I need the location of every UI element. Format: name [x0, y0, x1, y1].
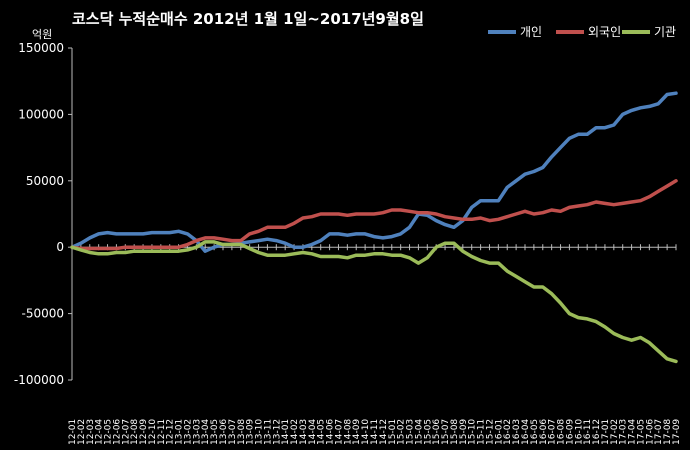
x-tick-label: 14-03: [299, 419, 309, 445]
x-tick-label: 12-06: [112, 419, 122, 445]
y-tick-label: 150000: [18, 41, 64, 55]
x-tick-label: 17-08: [663, 419, 673, 445]
series-layer: [70, 91, 678, 364]
y-tick-label: 0: [56, 240, 64, 254]
x-tick-label: 17-03: [619, 419, 629, 445]
x-tick-label: 16-09: [565, 419, 575, 445]
x-tick-label: 17-07: [654, 419, 664, 445]
x-tick-label: 16-08: [557, 419, 567, 445]
x-tick-label: 17-06: [645, 419, 655, 445]
x-tick-label: 15-10: [468, 419, 478, 445]
x-tick-label: 13-05: [210, 419, 220, 445]
x-tick-label: 17-09: [672, 419, 682, 445]
x-tick-label: 14-01: [281, 419, 291, 445]
x-tick-label: 12-12: [166, 419, 176, 445]
x-tick-label: 15-04: [414, 419, 424, 445]
y-unit-label: 억원: [32, 28, 52, 41]
x-tick-label: 12-11: [157, 419, 167, 445]
x-tick-label: 12-03: [86, 419, 96, 445]
x-tick-label: 16-11: [583, 419, 593, 445]
x-tick-label: 16-12: [592, 419, 602, 445]
x-tick-label: 15-03: [406, 419, 416, 445]
x-tick-label: 12-10: [148, 419, 158, 445]
x-tick-label: 15-05: [423, 419, 433, 445]
x-tick-label: 17-02: [610, 419, 620, 445]
x-tick-label: 14-08: [343, 419, 353, 445]
x-tick-label: 13-10: [255, 419, 265, 445]
x-tick-label: 14-10: [361, 419, 371, 445]
legend-label: 외국인: [588, 25, 621, 39]
x-tick-label: 12-07: [121, 419, 131, 445]
x-tick-label: 15-06: [432, 419, 442, 445]
x-tick-label: 13-08: [237, 419, 247, 445]
chart-title: 코스닥 누적순매수 2012년 1월 1일~2017년9월8일: [72, 10, 424, 28]
x-tick-label: 13-09: [246, 419, 256, 445]
x-tick-label: 17-05: [636, 419, 646, 445]
axes: 150000100000500000-50000-10000012-0112-0…: [14, 41, 682, 445]
x-tick-label: 13-11: [263, 419, 273, 445]
x-tick-label: 15-11: [477, 419, 487, 445]
x-tick-label: 14-09: [352, 419, 362, 445]
x-tick-label: 14-04: [308, 419, 318, 445]
y-tick-label: 50000: [26, 174, 64, 188]
x-tick-label: 15-08: [450, 419, 460, 445]
x-tick-label: 12-01: [68, 419, 78, 445]
x-tick-label: 16-07: [548, 419, 558, 445]
x-tick-label: 15-07: [441, 419, 451, 445]
x-tick-label: 12-09: [139, 419, 149, 445]
x-tick-label: 12-02: [77, 419, 87, 445]
x-tick-label: 13-03: [192, 419, 202, 445]
x-tick-label: 14-02: [290, 419, 300, 445]
x-tick-label: 13-12: [272, 419, 282, 445]
y-tick-label: -50000: [21, 307, 64, 321]
x-tick-label: 15-12: [485, 419, 495, 445]
series-line: [70, 240, 678, 364]
legend: 개인 외국인 기관: [488, 25, 676, 39]
x-tick-label: 16-05: [530, 419, 540, 445]
x-tick-label: 15-01: [388, 419, 398, 445]
x-tick-label: 15-09: [459, 419, 469, 445]
x-tick-label: 16-01: [494, 419, 504, 445]
x-tick-label: 16-03: [512, 419, 522, 445]
x-tick-label: 14-12: [379, 419, 389, 445]
x-tick-label: 12-05: [104, 419, 114, 445]
x-tick-label: 16-04: [521, 419, 531, 445]
x-tick-label: 12-08: [130, 419, 140, 445]
x-tick-label: 17-04: [628, 419, 638, 445]
x-tick-label: 13-02: [183, 419, 193, 445]
x-tick-label: 13-01: [175, 419, 185, 445]
x-tick-label: 13-06: [219, 419, 229, 445]
y-tick-label: 100000: [18, 107, 64, 121]
x-tick-label: 13-07: [228, 419, 238, 445]
x-tick-label: 17-01: [601, 419, 611, 445]
x-tick-label: 14-06: [326, 419, 336, 445]
series-line: [70, 91, 678, 253]
series-line: [70, 179, 678, 251]
x-tick-label: 16-10: [574, 419, 584, 445]
legend-label: 기관: [654, 25, 676, 39]
x-tick-label: 14-05: [317, 419, 327, 445]
x-tick-label: 16-02: [503, 419, 513, 445]
x-tick-label: 13-04: [201, 419, 211, 445]
x-tick-label: 14-07: [334, 419, 344, 445]
legend-label: 개인: [520, 25, 542, 39]
x-tick-label: 14-11: [370, 419, 380, 445]
x-tick-label: 16-06: [539, 419, 549, 445]
y-tick-label: -100000: [14, 373, 64, 387]
x-tick-label: 15-02: [397, 419, 407, 445]
x-tick-label: 12-04: [95, 419, 105, 445]
